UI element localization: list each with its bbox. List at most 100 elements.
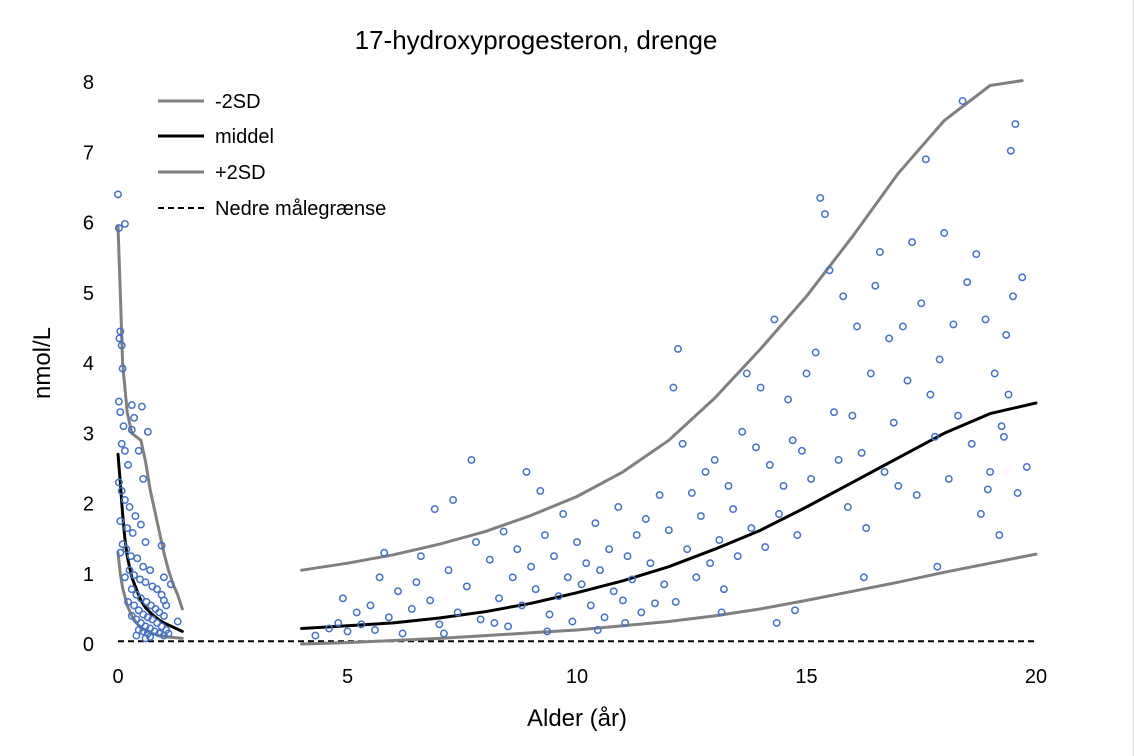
- data-point: [935, 355, 944, 364]
- data-point: [527, 562, 536, 571]
- data-point: [563, 573, 572, 582]
- data-point: [917, 299, 926, 308]
- data-point: [926, 390, 935, 399]
- x-tick-label: 0: [112, 666, 123, 688]
- data-point: [453, 608, 462, 617]
- x-axis-label: Alder (år): [527, 705, 627, 732]
- data-point: [875, 248, 884, 256]
- data-point: [871, 281, 880, 290]
- data-point: [687, 489, 696, 497]
- data-point: [435, 620, 444, 629]
- data-point: [1002, 330, 1011, 339]
- data-point: [664, 526, 673, 535]
- data-point: [444, 566, 453, 575]
- data-point: [416, 552, 425, 561]
- data-point: [972, 250, 981, 259]
- data-point: [338, 594, 347, 603]
- data-point: [623, 552, 632, 561]
- data-point: [729, 505, 738, 514]
- data-point: [139, 562, 148, 571]
- data-point: [802, 369, 811, 378]
- data-point: [655, 491, 664, 500]
- data-point: [123, 524, 132, 533]
- data-point: [618, 596, 627, 605]
- y-tick-label: 4: [83, 353, 94, 375]
- data-point: [540, 531, 549, 540]
- data-point: [118, 364, 127, 373]
- data-point: [577, 580, 586, 589]
- data-point: [820, 210, 829, 219]
- data-point: [573, 538, 581, 547]
- data-point: [772, 618, 781, 627]
- data-point: [164, 629, 173, 638]
- data-point: [765, 460, 774, 469]
- x-tick-label: 20: [1025, 666, 1047, 688]
- data-point: [614, 503, 623, 511]
- data-point: [430, 505, 439, 514]
- data-point: [807, 474, 816, 483]
- data-point: [117, 341, 126, 350]
- data-point: [990, 369, 999, 378]
- data-point: [559, 510, 568, 518]
- data-point: [513, 545, 522, 554]
- data-point: [128, 529, 137, 537]
- data-point: [472, 538, 480, 547]
- data-point: [118, 540, 127, 549]
- data-point: [738, 427, 747, 436]
- data-point: [742, 369, 751, 378]
- data-point: [139, 627, 148, 636]
- data-point: [678, 439, 687, 448]
- data-point: [811, 348, 820, 357]
- data-point: [398, 629, 407, 638]
- data-point: [490, 618, 499, 627]
- data-point: [139, 474, 148, 483]
- data-point: [816, 193, 825, 202]
- legend-label-minus-2sd: -2SD: [215, 91, 261, 113]
- data-point: [531, 585, 540, 594]
- data-point: [133, 554, 142, 563]
- data-point: [127, 425, 136, 434]
- data-point: [137, 402, 146, 411]
- data-point: [903, 376, 912, 385]
- data-point: [701, 467, 710, 476]
- data-point: [1022, 463, 1031, 471]
- data-point: [997, 422, 1006, 431]
- data-point: [130, 413, 139, 422]
- data-point: [717, 608, 726, 617]
- data-point: [141, 634, 150, 643]
- data-point: [954, 411, 962, 420]
- data-point: [669, 383, 678, 392]
- data-point: [775, 510, 783, 518]
- curve-middel-child: [300, 401, 1038, 630]
- data-point: [116, 548, 125, 557]
- data-point: [120, 219, 129, 228]
- data-point: [122, 545, 131, 554]
- data-point: [114, 397, 123, 406]
- data-point: [761, 543, 770, 552]
- data-point: [116, 517, 125, 526]
- data-point: [495, 594, 503, 603]
- data-point: [857, 448, 866, 457]
- y-tick-label: 7: [83, 142, 94, 164]
- data-point: [862, 524, 871, 533]
- data-point: [130, 601, 139, 610]
- data-point: [944, 474, 953, 483]
- data-point: [885, 334, 894, 343]
- data-point: [834, 455, 843, 464]
- x-tick-label: 5: [342, 666, 353, 688]
- data-point: [1006, 146, 1015, 155]
- data-points: [114, 97, 1031, 643]
- data-point: [793, 531, 802, 540]
- data-point: [116, 408, 125, 417]
- data-point: [797, 446, 806, 455]
- data-point: [1004, 390, 1013, 399]
- data-point: [311, 631, 320, 640]
- curves: [116, 79, 1038, 646]
- data-point: [1018, 273, 1027, 282]
- data-point: [958, 97, 967, 105]
- data-point: [449, 496, 458, 504]
- data-point: [462, 582, 471, 591]
- data-point: [848, 411, 857, 420]
- data-point: [125, 503, 134, 511]
- curve-minus-2sd-child: [300, 552, 1038, 646]
